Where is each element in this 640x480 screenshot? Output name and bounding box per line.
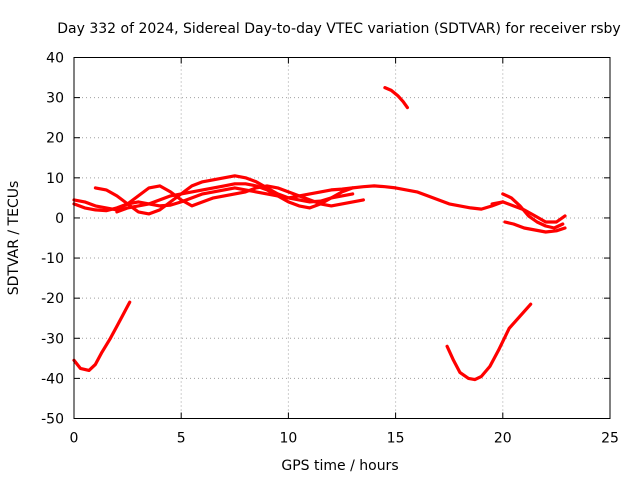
y-tick-labels: 40 30 20 10 0 -10 -20 -30 -40 -50 — [41, 51, 64, 428]
y-tick-label: 40 — [46, 51, 64, 67]
x-tick-label: 0 — [70, 431, 79, 447]
x-tick-labels: 0 5 10 15 20 25 — [70, 431, 619, 447]
y-tick-label: -30 — [41, 331, 64, 347]
series-line-arc-7 — [115, 182, 355, 214]
series-line-arc-3 — [445, 302, 533, 382]
x-tick-label: 5 — [177, 431, 186, 447]
x-tick-label: 20 — [494, 431, 512, 447]
y-tick-label: 30 — [46, 91, 64, 107]
axis-ticks — [73, 57, 611, 419]
y-tick-label: 20 — [46, 131, 64, 147]
y-tick-label: -10 — [41, 251, 64, 267]
chart-title: Day 332 of 2024, Sidereal Day-to-day VTE… — [57, 21, 620, 37]
x-axis-label: GPS time / hours — [281, 458, 398, 474]
x-tick-label: 10 — [279, 431, 297, 447]
series-line-arc-2 — [383, 86, 409, 110]
grid-lines — [74, 57, 610, 419]
series-line-arc-9 — [490, 200, 567, 224]
series-line-arc-10 — [503, 220, 567, 234]
series-layer — [72, 86, 567, 382]
x-tick-label: 15 — [387, 431, 405, 447]
series-line-arc-5 — [93, 174, 355, 216]
series-line-arc-8 — [501, 192, 565, 230]
x-tick-label: 25 — [601, 431, 619, 447]
series-line-arc-1 — [72, 300, 132, 372]
y-tick-label: 10 — [46, 171, 64, 187]
y-tick-label: 0 — [55, 211, 64, 227]
y-tick-label: -20 — [41, 291, 64, 307]
y-tick-label: -40 — [41, 371, 64, 387]
y-axis-label: SDTVAR / TECUs — [6, 181, 22, 296]
plot-frame — [73, 57, 611, 419]
y-tick-label: -50 — [41, 412, 64, 428]
series-line-arc-6 — [72, 184, 365, 212]
